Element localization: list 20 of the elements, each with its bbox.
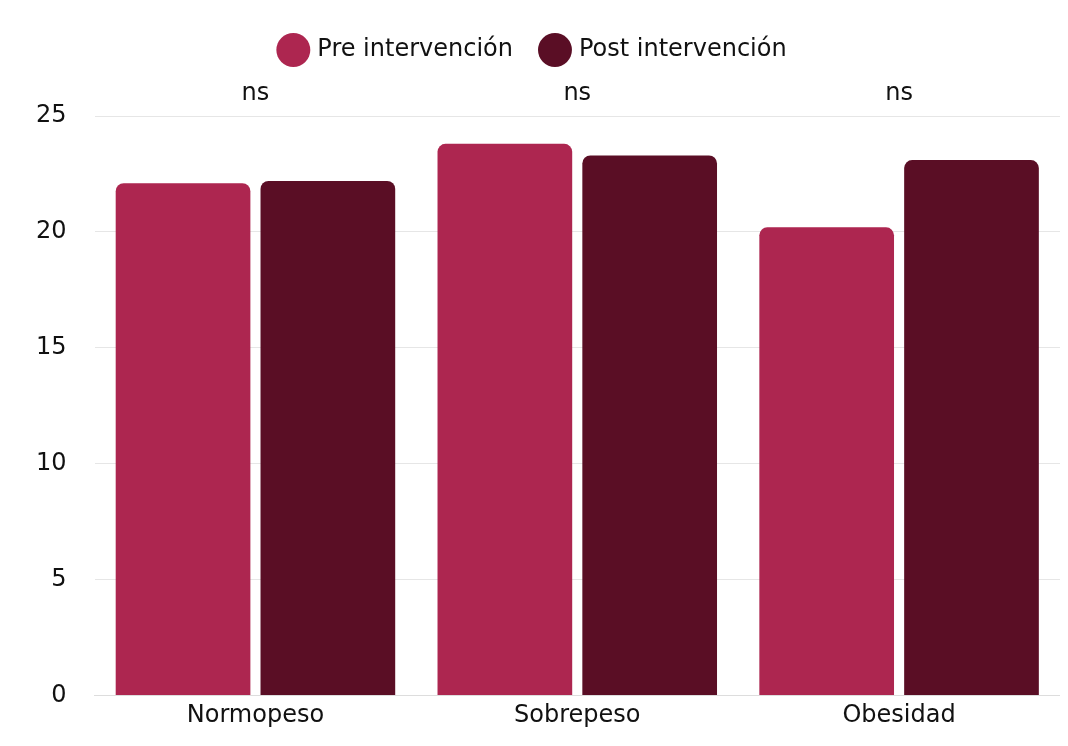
y-tick-label: 5	[51, 563, 67, 592]
bar	[437, 143, 573, 696]
bar	[759, 227, 895, 696]
text: ns	[885, 78, 913, 107]
legend-label: Post intervención	[578, 34, 787, 63]
bar	[115, 183, 251, 696]
text: ns	[241, 78, 270, 107]
x-tick-label: Sobrepeso	[514, 700, 641, 729]
text: ns	[563, 78, 592, 107]
legend-label: Pre intervención	[317, 34, 513, 63]
y-tick-label: 10	[35, 447, 67, 476]
bar	[904, 160, 1039, 696]
y-tick-label: 20	[35, 216, 67, 245]
bar	[260, 180, 396, 696]
x-tick-label: Normopeso	[186, 700, 325, 729]
y-tick-label: 25	[35, 100, 67, 129]
y-tick-label: 0	[51, 679, 67, 708]
x-tick-label: Obesidad	[842, 700, 956, 729]
y-tick-label: 15	[35, 332, 67, 361]
bar	[582, 155, 718, 696]
